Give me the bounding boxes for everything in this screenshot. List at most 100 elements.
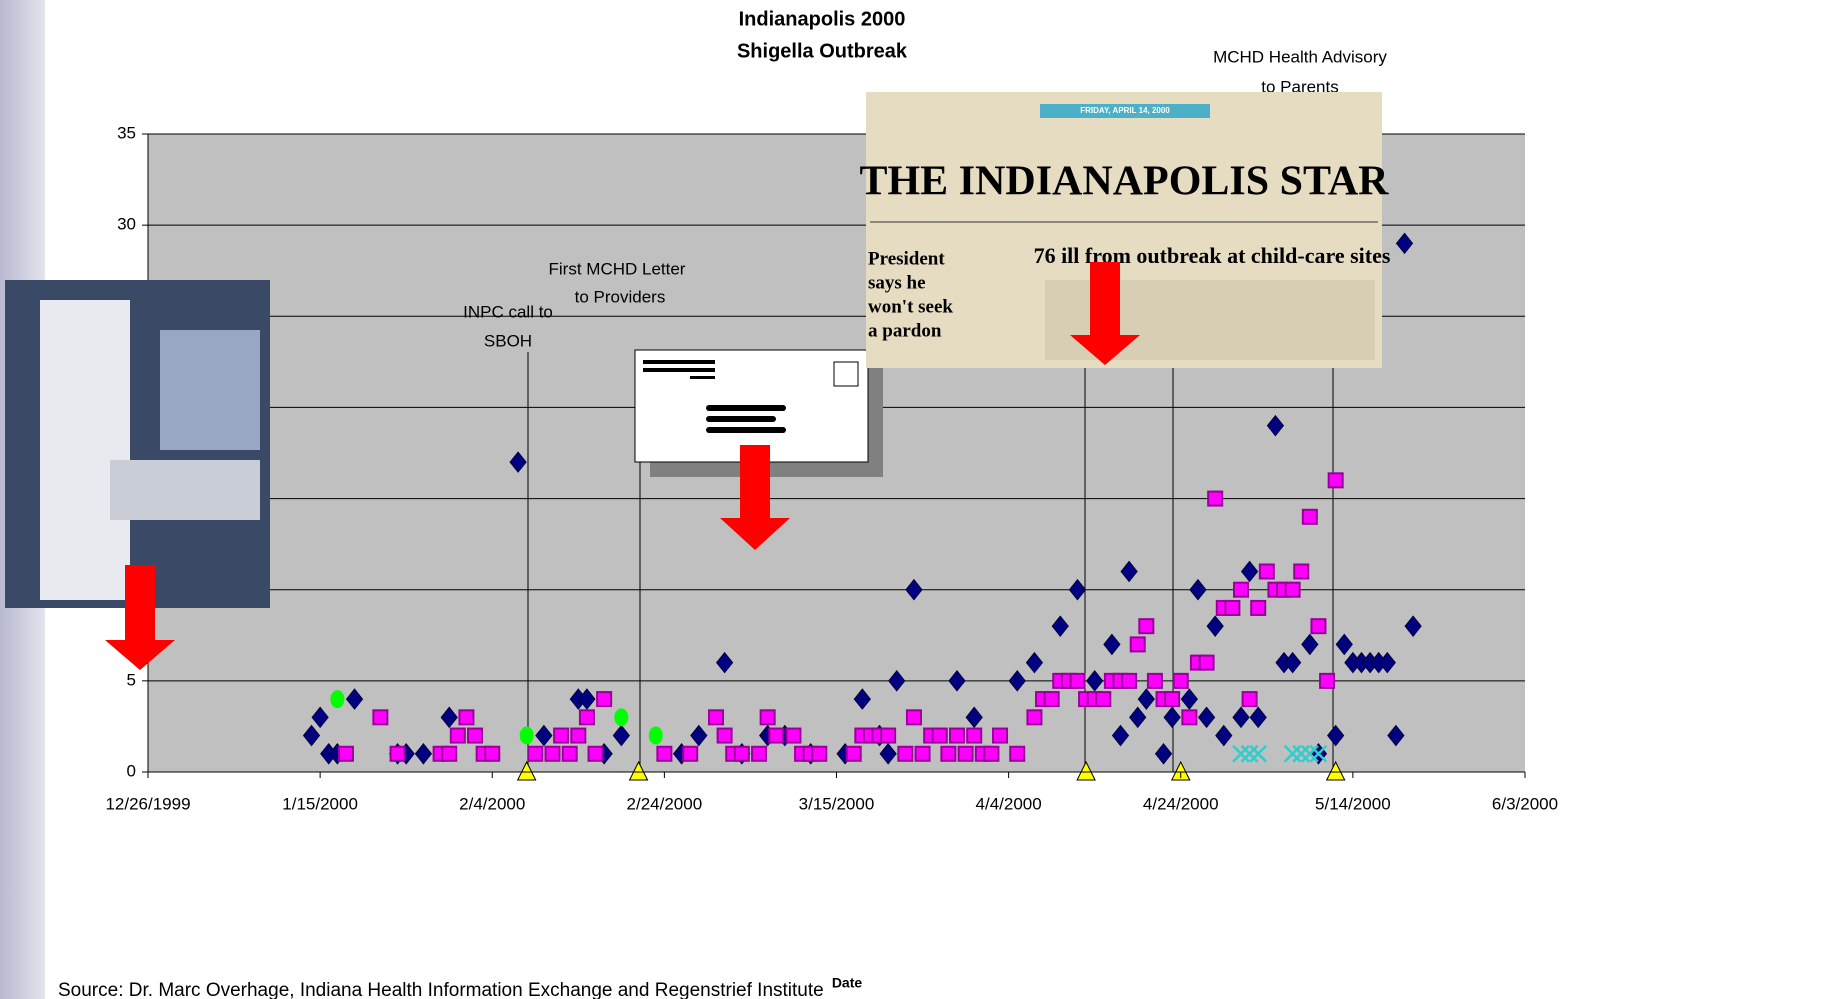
point (1139, 619, 1153, 633)
annotation: First MCHD Letter (549, 259, 686, 278)
y-tick-label: 30 (117, 215, 136, 234)
point (1045, 692, 1059, 706)
photo-person (40, 300, 130, 600)
point (959, 747, 973, 761)
chart-subtitle: Shigella Outbreak (737, 40, 908, 62)
point (984, 747, 998, 761)
point (718, 729, 732, 743)
newspaper-masthead: THE INDIANAPOLIS STAR (860, 159, 1390, 205)
chart: 0510152025303512/26/19991/15/20002/4/200… (0, 0, 1838, 999)
point (451, 729, 465, 743)
newspaper-headline: 76 ill from outbreak at child-care sites (1034, 243, 1391, 268)
x-tick-label: 12/26/1999 (105, 794, 190, 813)
point (898, 747, 912, 761)
point (545, 747, 559, 761)
point (1165, 692, 1179, 706)
point (1329, 473, 1343, 487)
x-tick-label: 3/15/2000 (799, 794, 875, 813)
point (1234, 583, 1248, 597)
point (1260, 564, 1274, 578)
point (1182, 710, 1196, 724)
annotation: to Providers (575, 287, 666, 306)
point (373, 710, 387, 724)
point (391, 747, 405, 761)
newspaper-side: won't seek (868, 296, 953, 317)
point (485, 747, 499, 761)
point (1148, 674, 1162, 688)
envelope-line (706, 427, 786, 433)
point (1286, 583, 1300, 597)
point (1027, 710, 1041, 724)
point (442, 747, 456, 761)
newspaper: FRIDAY, APRIL 14, 2000 THE INDIANAPOLIS … (860, 92, 1391, 368)
envelope-line (643, 368, 715, 372)
x-tick-label: 5/14/2000 (1315, 794, 1391, 813)
point (1122, 674, 1136, 688)
x-tick-label: 4/4/2000 (976, 794, 1042, 813)
point (1010, 747, 1024, 761)
point (614, 708, 628, 726)
point (1294, 564, 1308, 578)
point (589, 747, 603, 761)
x-tick-label: 2/4/2000 (459, 794, 525, 813)
point (847, 747, 861, 761)
x-tick-label: 4/24/2000 (1143, 794, 1219, 813)
x-tick-label: 6/3/2000 (1492, 794, 1558, 813)
point (933, 729, 947, 743)
annotation: INPC call to (463, 302, 553, 321)
photo-monitor (160, 330, 260, 450)
x-tick-label: 2/24/2000 (627, 794, 703, 813)
point (683, 747, 697, 761)
y-tick-label: 35 (117, 123, 136, 142)
point (330, 690, 344, 708)
point (709, 710, 723, 724)
point (941, 747, 955, 761)
point (528, 747, 542, 761)
newspaper-side: President (868, 248, 945, 269)
envelope-line (706, 416, 776, 422)
source: Source: Dr. Marc Overhage, Indiana Healt… (58, 980, 824, 999)
point (1320, 674, 1334, 688)
point (1251, 601, 1265, 615)
y-tick-label: 0 (127, 761, 136, 780)
point (1070, 674, 1084, 688)
point (786, 729, 800, 743)
newspaper-date: FRIDAY, APRIL 14, 2000 (1080, 106, 1170, 115)
point (916, 747, 930, 761)
photo (5, 280, 270, 608)
photo-keyboard (110, 460, 260, 520)
envelope-line (690, 376, 715, 379)
point (1174, 674, 1188, 688)
point (881, 729, 895, 743)
point (597, 692, 611, 706)
point (649, 727, 663, 745)
point (1303, 510, 1317, 524)
point (571, 729, 585, 743)
point (1225, 601, 1239, 615)
point (1243, 692, 1257, 706)
page: {"chart_data": { "type": "scatter", "tit… (0, 0, 1838, 999)
envelope-line (643, 360, 715, 364)
point (1311, 619, 1325, 633)
point (812, 747, 826, 761)
x-axis-label: Date (832, 975, 863, 991)
point (554, 729, 568, 743)
x-tick-label: 1/15/2000 (282, 794, 358, 813)
envelope-line (706, 405, 786, 411)
point (761, 710, 775, 724)
point (459, 710, 473, 724)
point (769, 729, 783, 743)
point (468, 729, 482, 743)
point (657, 747, 671, 761)
point (580, 710, 594, 724)
chart-title: Indianapolis 2000 (739, 8, 906, 30)
y-tick-label: 5 (127, 670, 136, 689)
point (520, 727, 534, 745)
newspaper-side: a pardon (868, 320, 942, 341)
envelope-stamp (834, 362, 858, 386)
point (735, 747, 749, 761)
point (339, 747, 353, 761)
point (563, 747, 577, 761)
point (1200, 656, 1214, 670)
point (1131, 637, 1145, 651)
